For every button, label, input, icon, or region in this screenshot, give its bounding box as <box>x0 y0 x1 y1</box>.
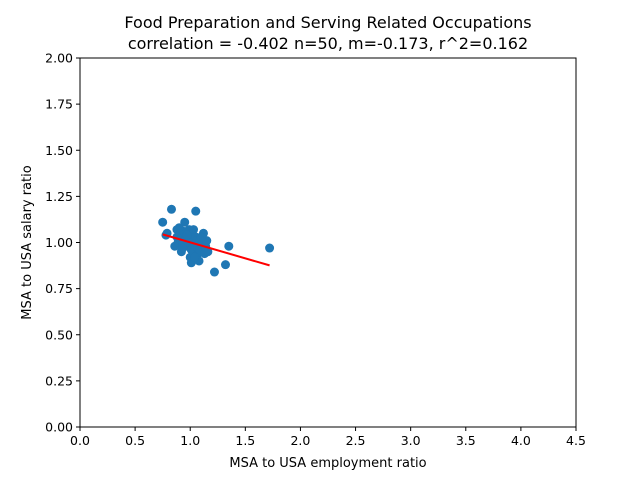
x-tick-label: 3.0 <box>401 433 421 448</box>
x-tick-label: 1.5 <box>235 433 255 448</box>
data-point <box>180 217 190 227</box>
data-point <box>224 241 234 251</box>
x-axis: 0.0 0.5 1.0 1.5 2.0 2.5 3.0 3.5 4.0 4.5 <box>70 427 586 448</box>
data-point <box>158 217 168 227</box>
regression-line <box>162 233 270 267</box>
data-point <box>178 243 188 253</box>
y-tick-label: 1.25 <box>45 189 73 204</box>
data-point <box>203 247 213 257</box>
plot-frame <box>79 57 577 428</box>
x-tick-label: 2.5 <box>346 433 366 448</box>
regression-line-group <box>162 233 270 267</box>
x-tick-label: 0.0 <box>70 433 90 448</box>
data-points <box>158 204 275 277</box>
x-tick-label: 2.0 <box>290 433 310 448</box>
y-tick-label: 1.00 <box>45 235 73 250</box>
data-point <box>190 252 200 262</box>
x-tick-label: 0.5 <box>125 433 145 448</box>
data-point <box>191 206 201 216</box>
y-tick-label: 0.75 <box>45 281 73 296</box>
chart-subtitle: correlation = -0.402 n=50, m=-0.173, r^2… <box>128 34 528 53</box>
plot-area <box>80 58 576 427</box>
data-point <box>209 267 219 277</box>
data-point <box>174 223 184 233</box>
y-tick-label: 0.25 <box>45 373 73 388</box>
plot-background <box>80 58 576 427</box>
data-point <box>265 243 275 253</box>
y-axis-label: MSA to USA salary ratio <box>20 165 35 319</box>
x-axis-label: MSA to USA employment ratio <box>229 456 426 471</box>
x-tick-label: 1.0 <box>180 433 200 448</box>
y-tick-label: 1.50 <box>45 143 73 158</box>
y-tick-label: 2.00 <box>45 51 73 66</box>
x-tick-label: 3.5 <box>456 433 476 448</box>
data-point <box>166 204 176 214</box>
y-tick-label: 1.75 <box>45 97 73 112</box>
y-tick-label: 0.50 <box>45 327 73 342</box>
data-point <box>196 232 206 242</box>
chart-title: Food Preparation and Serving Related Occ… <box>124 13 531 32</box>
data-point <box>220 260 230 270</box>
x-tick-label: 4.5 <box>566 433 586 448</box>
data-point <box>182 230 192 240</box>
data-point <box>189 225 199 235</box>
y-tick-label: 0.00 <box>45 420 73 435</box>
y-axis: 0.00 0.25 0.50 0.75 1.00 1.25 1.50 1.75 2.00 <box>45 51 80 435</box>
x-tick-label: 4.0 <box>511 433 531 448</box>
